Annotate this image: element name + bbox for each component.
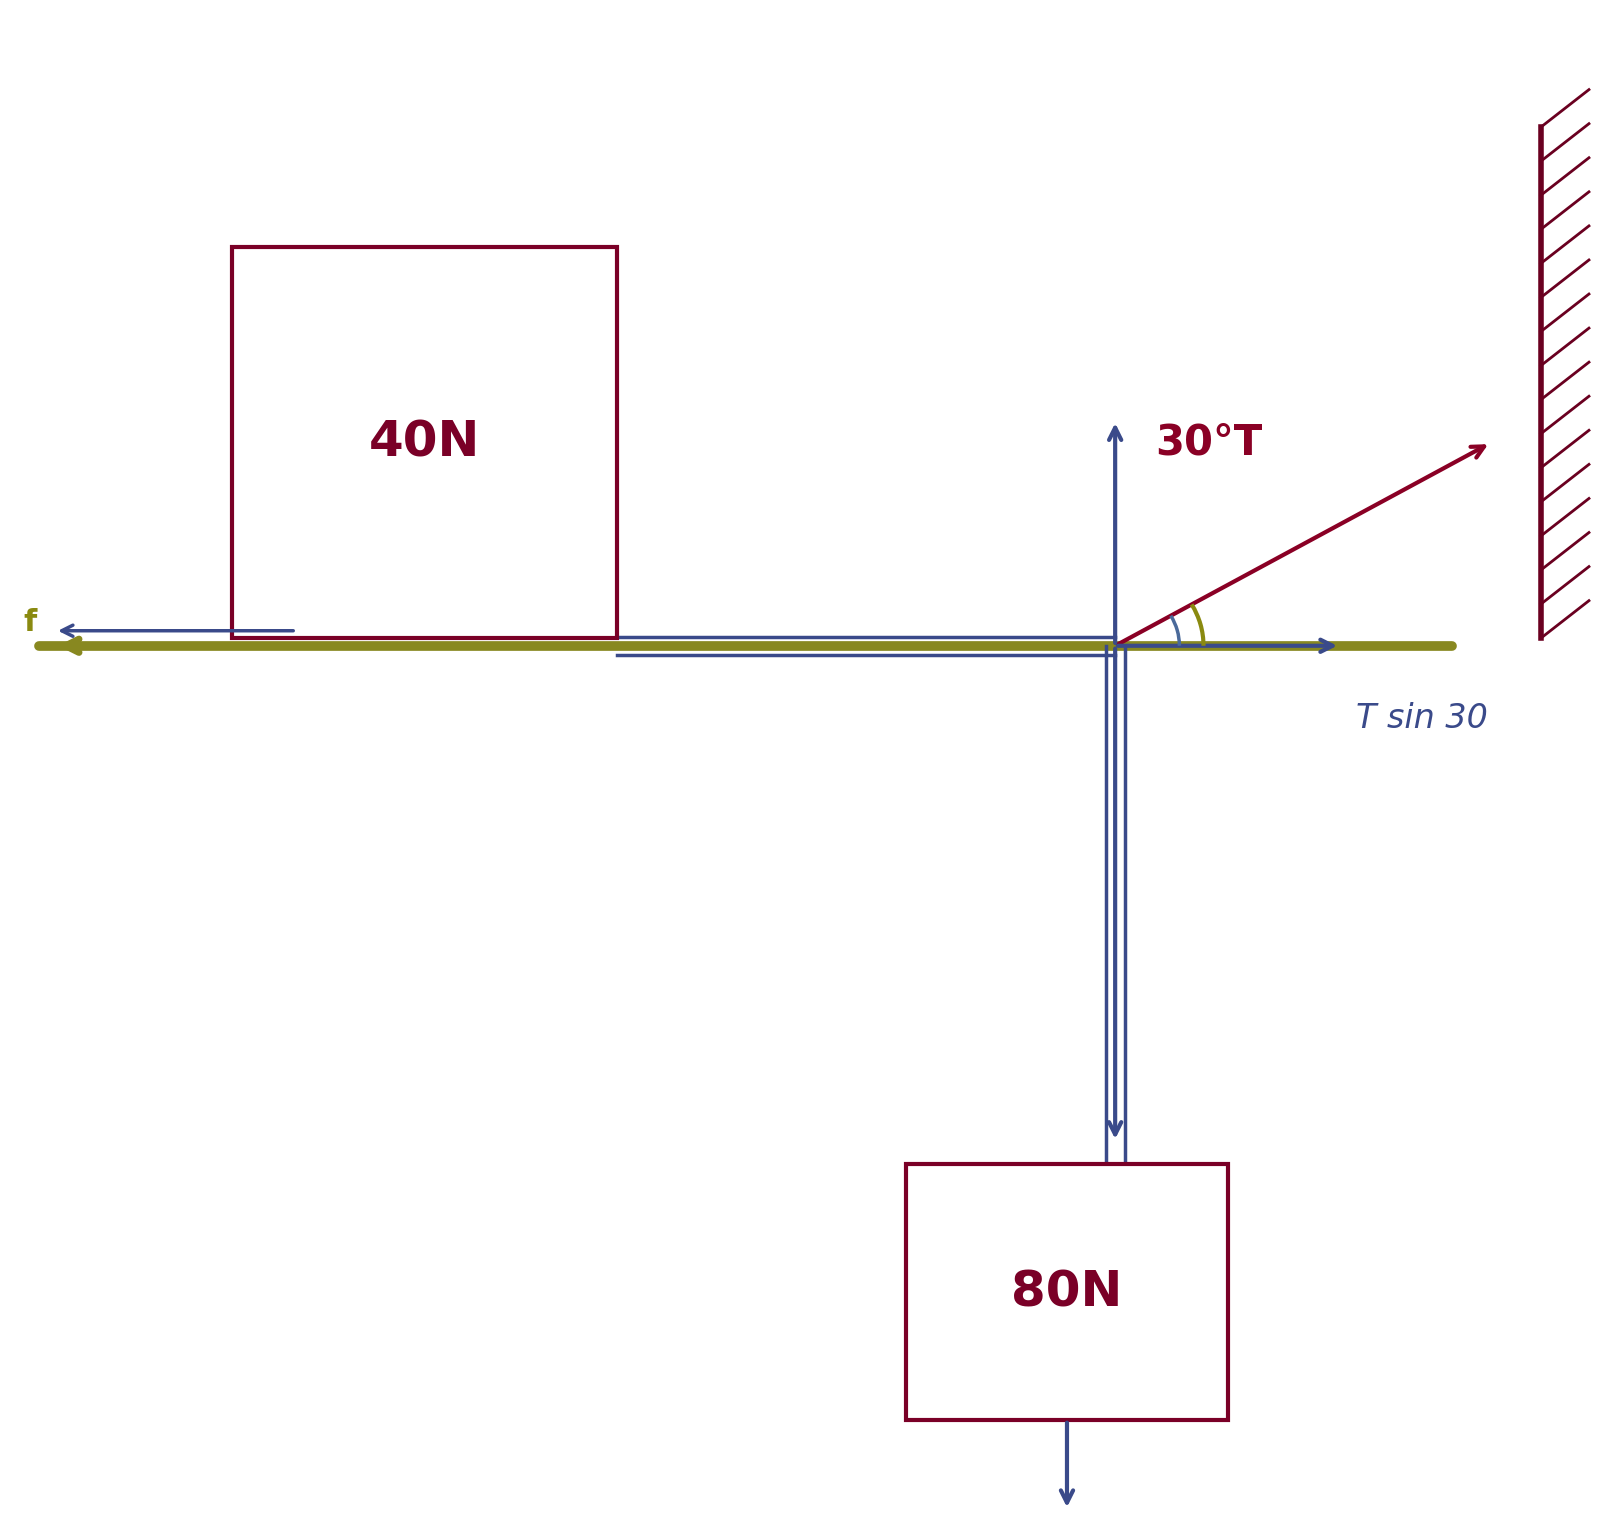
Text: 30°T: 30°T bbox=[1155, 422, 1262, 463]
Bar bbox=[232, 247, 617, 639]
Bar bbox=[906, 1165, 1228, 1420]
Text: T sin 30: T sin 30 bbox=[1356, 702, 1487, 736]
Text: 40N: 40N bbox=[369, 419, 480, 467]
Text: 80N: 80N bbox=[1011, 1268, 1123, 1317]
Text: f: f bbox=[23, 608, 36, 637]
